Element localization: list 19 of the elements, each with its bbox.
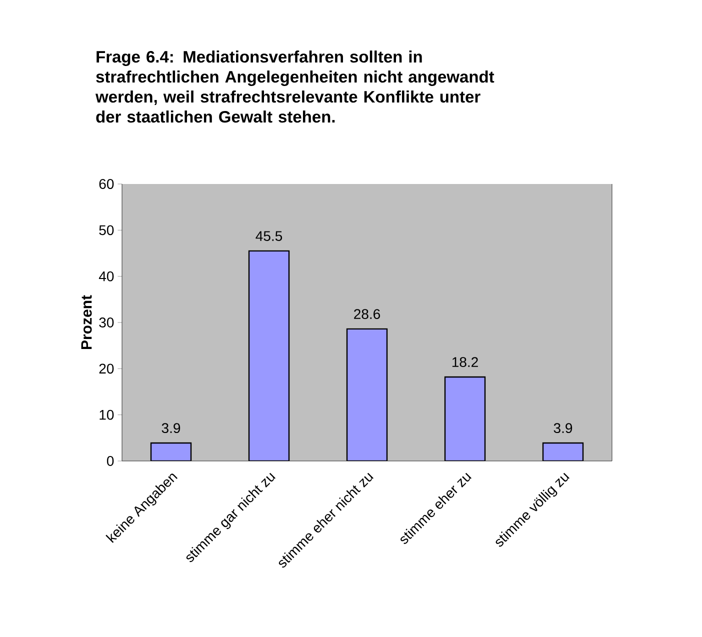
chart-title: Frage 6.4: Mediationsverfahren sollten in strafrechtlichen Angelegenheiten nicht angewandt werden, weil strafrechtsrelevante Konflikte unter der staatlichen Gewalt stehen. (95, 50, 494, 123)
data-label: 18.2 (452, 357, 478, 368)
y-tick-label: 20 (99, 364, 114, 374)
bar (444, 376, 486, 461)
data-label: 3.9 (162, 423, 180, 434)
y-axis-title: Prozent (81, 295, 92, 349)
bar (542, 442, 584, 461)
y-tick-label: 0 (106, 456, 114, 466)
y-tick-label: 10 (100, 410, 114, 420)
data-label: 28.6 (354, 309, 380, 320)
data-label: 3.9 (554, 423, 572, 434)
y-tick-label: 60 (99, 179, 114, 189)
y-tick-label: 40 (98, 271, 114, 282)
data-label: 45.5 (256, 231, 282, 242)
bar (346, 328, 388, 461)
bar (150, 442, 192, 461)
y-tick-label: 50 (99, 225, 114, 236)
y-tick-label: 30 (99, 318, 114, 328)
bar (248, 250, 290, 461)
